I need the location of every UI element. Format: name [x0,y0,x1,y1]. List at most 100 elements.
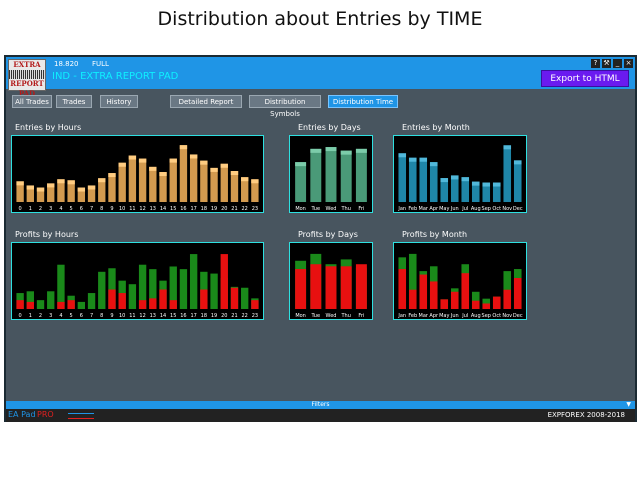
entries_hours-bar [138,158,147,202]
profits_days-loss-bar [310,264,322,309]
entries_hours-tick-label: 3 [49,206,52,212]
entries_hours-tick-label: 0 [19,206,22,212]
close-button[interactable]: × [624,59,633,68]
profits_month-loss-bar [461,273,470,309]
entries_days-tick-label: Thu [340,206,350,212]
entries-days-chart: Mon Tue Wed Thu Fri [289,135,373,213]
profits_hours-tick-label: 7 [90,313,93,319]
entries_days-bar [355,148,367,202]
profits_hours-loss-bar [251,300,259,309]
entries_days-bar-cap [340,150,352,155]
entries_hours-bar [169,158,177,202]
entries_hours-bar [108,173,116,202]
profits_hours-tick-label: 18 [201,313,207,319]
profits_hours-profit-bar [189,254,198,309]
entries_month-bar-cap [471,181,480,186]
profits_month-tick-label: Feb [408,313,417,319]
profits_days-tick-label: Tue [311,313,321,319]
entries-days-title: Entries by Days [298,123,361,132]
profits_hours-tick-label: 21 [231,313,237,319]
profits_hours-loss-bar [57,301,65,309]
entries_days-bar [340,150,352,202]
tab-all-trades[interactable]: All Trades [12,95,52,108]
help-button[interactable]: ? [591,59,600,68]
entries_hours-bar-cap [77,187,86,192]
profits_hours-tick-label: 13 [150,313,156,319]
profits_hours-tick-label: 14 [160,313,166,319]
entries_month-bar-cap [503,145,512,150]
profits_hours-profit-bar [36,300,45,309]
profits-hours-title: Profits by Hours [15,230,79,239]
export-html-button[interactable]: Export to HTML [541,70,629,87]
entries_month-tick-label: Feb [408,206,417,212]
entries_days-svg: Mon Tue Wed Thu Fri [295,147,367,212]
profits_month-loss-bar [503,289,512,309]
entries_month-bar-cap [461,177,470,182]
entries_hours-bar-cap [57,179,65,184]
filters-bar[interactable]: Filters ▼ [6,401,635,409]
app-title: IND - EXTRA REPORT PAD [52,71,179,82]
entries_month-bar [513,160,522,202]
profits_hours-svg: 0 1 2 3 4 5 6 7 8 9 10 11 12 13 14 15 16 17 18 19 20 21 22 23 [16,254,259,319]
tab-history[interactable]: History [100,95,138,108]
entries_hours-bar [251,179,259,202]
entries_hours-bar [47,183,55,202]
profits_hours-profit-bar [169,266,177,309]
profits_hours-loss-bar [220,254,228,309]
entries_days-tick-label: Fri [358,206,364,212]
entries_hours-tick-label: 20 [221,206,227,212]
entries_month-bar [471,181,480,202]
entries_hours-bar-cap [118,162,126,167]
profits_hours-loss-bar [16,300,24,309]
title-bar: EXTRA REPORT PAD 18.820 FULL IND - EXTRA… [6,57,635,98]
entries_hours-bar-cap [159,172,167,177]
tab-distribution-symbols[interactable]: Distribution Symbols [249,95,321,118]
entries_hours-bar-cap [149,166,157,171]
entries_month-bar [440,178,449,202]
profits_hours-profit-bar [179,269,188,309]
entries_month-bar-cap [492,182,501,187]
profits_month-tick-label: May [439,313,449,319]
profits_hours-loss-bar [138,300,147,309]
entries_month-tick-label: May [439,206,449,212]
profits_month-loss-bar [429,281,438,309]
chevron-down-icon[interactable]: ▼ [626,401,631,408]
entries_hours-tick-label: 17 [190,206,196,212]
tab-distribution-time[interactable]: Distribution Time [328,95,398,108]
profits_month-tick-label: Oct [492,313,501,319]
entries_hours-bar-cap [98,178,106,183]
profits_hours-loss-bar [159,289,167,309]
entries_hours-bar-cap [169,158,177,163]
entries_month-tick-label: Jul [461,206,468,212]
tab-detailed-report[interactable]: Detailed Report [170,95,242,108]
profits_hours-profit-bar [138,264,147,309]
entries_hours-tick-label: 18 [201,206,207,212]
entries_month-bar [408,157,417,202]
entries_hours-bar [189,154,198,202]
entries_hours-bar [128,155,137,202]
minimize-button[interactable]: _ [613,59,622,68]
entries_month-tick-label: Apr [429,206,439,212]
profits_days-svg: Mon Tue Wed Thu Fri [295,253,367,319]
entries_month-bar [398,153,407,202]
entries_hours-bar [200,160,208,202]
profits_days-tick-label: Fri [358,313,364,319]
entries_days-bar-cap [310,148,322,153]
profits_hours-profit-bar [47,291,55,309]
tab-trades[interactable]: Trades [56,95,92,108]
entries_hours-bar [67,180,75,202]
profits_hours-tick-label: 19 [211,313,217,319]
entries_month-tick-label: Oct [492,206,501,212]
entries-month-chart: Jan Feb Mar Apr May Jun Jul Aug Sep Oct Nov Dec [393,135,527,213]
entries_days-bar [325,147,337,202]
profits_hours-loss-bar [149,298,157,309]
profits_hours-tick-label: 12 [139,313,145,319]
profits_month-tick-label: Jul [461,313,468,319]
settings-button[interactable]: ⚒ [602,59,611,68]
profits_month-tick-label: Jun [450,313,459,319]
entries-hours-title: Entries by Hours [15,123,82,132]
profits_days-loss-bar [325,266,337,309]
profits_hours-tick-label: 17 [190,313,196,319]
profits_hours-tick-label: 8 [100,313,103,319]
profits_hours-tick-label: 9 [110,313,113,319]
